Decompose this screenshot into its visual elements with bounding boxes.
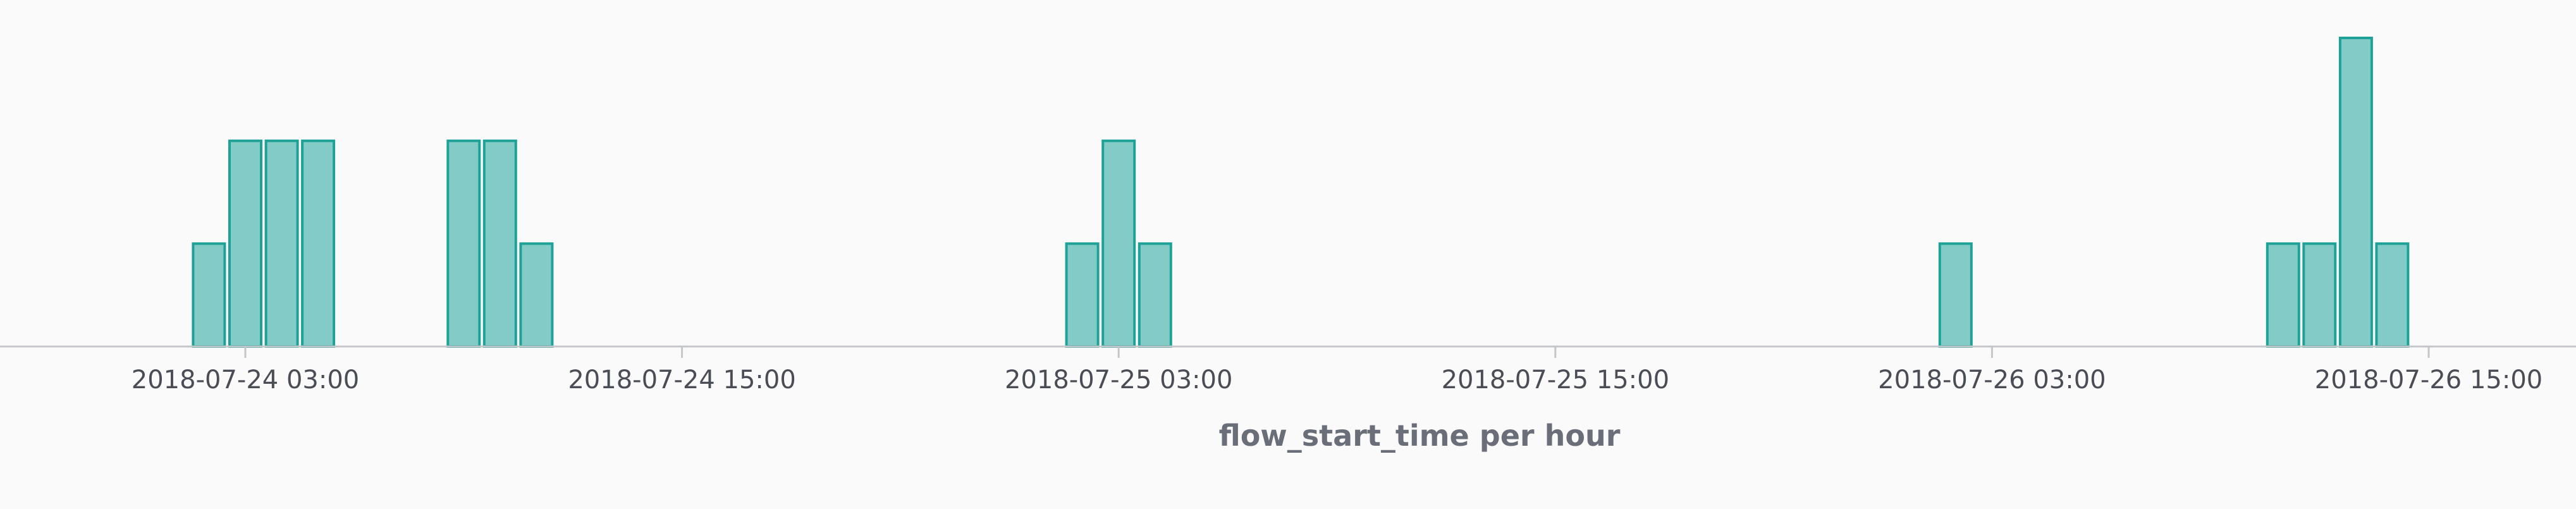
histogram-bar[interactable] bbox=[446, 139, 481, 348]
histogram-bar[interactable] bbox=[228, 139, 262, 348]
histogram-bar[interactable] bbox=[1938, 242, 1973, 348]
histogram-bar[interactable] bbox=[2375, 242, 2410, 348]
histogram-bar[interactable] bbox=[2266, 242, 2300, 348]
x-tick-label: 2018-07-26 03:00 bbox=[1878, 365, 2106, 395]
x-tick-label: 2018-07-24 15:00 bbox=[568, 365, 795, 395]
histogram-bar[interactable] bbox=[301, 139, 336, 348]
histogram-bar[interactable] bbox=[264, 139, 299, 348]
histogram-bar[interactable] bbox=[1101, 139, 1136, 348]
x-tick-label: 2018-07-25 15:00 bbox=[1442, 365, 1669, 395]
x-axis-title: flow_start_time per hour bbox=[1219, 419, 1621, 453]
histogram-bar[interactable] bbox=[2338, 37, 2373, 348]
x-axis-ticks: 2018-07-24 03:00 2018-07-24 15:00 2018-07-… bbox=[132, 346, 2542, 395]
x-tick-label: 2018-07-24 03:00 bbox=[132, 365, 359, 395]
histogram-bar[interactable] bbox=[192, 242, 226, 348]
x-tick-label: 2018-07-25 03:00 bbox=[1005, 365, 1232, 395]
histogram-bar[interactable] bbox=[1065, 242, 1100, 348]
histogram-bar[interactable] bbox=[482, 139, 517, 348]
bars-layer bbox=[192, 37, 2410, 348]
x-tick-label: 2018-07-26 15:00 bbox=[2315, 365, 2542, 395]
histogram-bar[interactable] bbox=[2302, 242, 2337, 348]
histogram-bar[interactable] bbox=[1138, 242, 1172, 348]
histogram-bar[interactable] bbox=[519, 242, 554, 348]
